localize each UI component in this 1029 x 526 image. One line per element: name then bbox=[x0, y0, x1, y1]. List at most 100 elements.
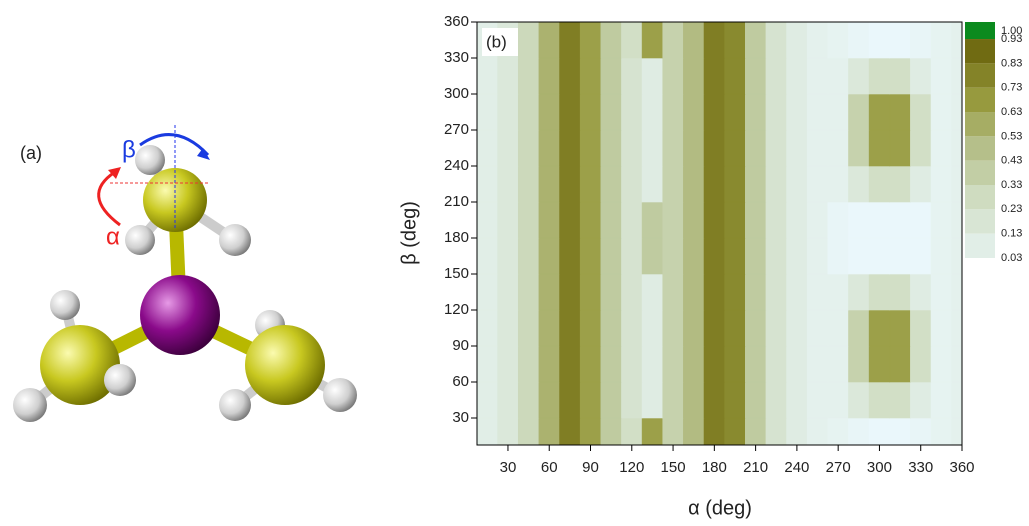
contour-cell bbox=[663, 382, 684, 418]
contour-cell bbox=[766, 310, 787, 346]
contour-cell bbox=[642, 94, 663, 130]
contour-cell bbox=[683, 274, 704, 310]
contour-cell bbox=[601, 94, 622, 130]
colorbar-label: 0.73 bbox=[1001, 82, 1022, 94]
contour-cell bbox=[869, 238, 890, 274]
contour-cell bbox=[931, 58, 952, 94]
contour-cell bbox=[869, 382, 890, 418]
contour-cell bbox=[642, 274, 663, 310]
y-tick-label: 180 bbox=[444, 229, 469, 246]
contour-cell bbox=[560, 274, 581, 310]
contour-cell bbox=[498, 274, 519, 310]
contour-cell bbox=[683, 202, 704, 238]
contour-cell bbox=[787, 346, 808, 382]
contour-cell bbox=[477, 238, 498, 274]
contour-cell bbox=[663, 274, 684, 310]
contour-cell bbox=[539, 58, 560, 94]
contour-cell bbox=[787, 310, 808, 346]
contour-cell bbox=[518, 382, 539, 418]
contour-cell bbox=[787, 22, 808, 58]
y-tick-label: 360 bbox=[444, 13, 469, 30]
contour-cell bbox=[931, 22, 952, 58]
contour-cell bbox=[766, 202, 787, 238]
contour-cell bbox=[931, 238, 952, 274]
colorbar-label: 0.33 bbox=[1001, 179, 1022, 191]
contour-cell bbox=[498, 310, 519, 346]
contour-cell bbox=[518, 58, 539, 94]
contour-cell bbox=[539, 274, 560, 310]
contour-cell bbox=[683, 346, 704, 382]
contour-cell bbox=[869, 94, 890, 130]
contour-cell bbox=[745, 202, 766, 238]
contour-cell bbox=[580, 310, 601, 346]
contour-cell bbox=[539, 346, 560, 382]
contour-cell bbox=[621, 166, 642, 202]
y-tick-label: 300 bbox=[444, 85, 469, 102]
contour-cell bbox=[539, 22, 560, 58]
contour-cell bbox=[745, 274, 766, 310]
contour-cell bbox=[848, 202, 869, 238]
contour-cell bbox=[807, 58, 828, 94]
contour-cell bbox=[869, 166, 890, 202]
contour-cell bbox=[601, 202, 622, 238]
contour-cell bbox=[725, 94, 746, 130]
contour-cell bbox=[787, 382, 808, 418]
contour-cell bbox=[621, 22, 642, 58]
contour-cell bbox=[601, 310, 622, 346]
contour-cell bbox=[725, 274, 746, 310]
contour-cell bbox=[766, 130, 787, 166]
contour-cell bbox=[642, 202, 663, 238]
contour-cell bbox=[498, 346, 519, 382]
contour-cell bbox=[477, 382, 498, 418]
contour-cell bbox=[539, 202, 560, 238]
contour-cell bbox=[869, 58, 890, 94]
contour-cell bbox=[601, 130, 622, 166]
y-tick-label: 270 bbox=[444, 121, 469, 138]
colorbar-segment bbox=[965, 161, 995, 185]
contour-cell bbox=[725, 58, 746, 94]
colorbar-segment bbox=[965, 209, 995, 233]
contour-cell bbox=[621, 58, 642, 94]
contour-cell bbox=[745, 22, 766, 58]
colorbar-segment bbox=[965, 63, 995, 87]
colorbar-label: 0.13 bbox=[1001, 228, 1022, 240]
contour-cell bbox=[663, 310, 684, 346]
contour-cell bbox=[807, 310, 828, 346]
contour-cell bbox=[498, 94, 519, 130]
contour-cell bbox=[642, 22, 663, 58]
colorbar-label: 0.43 bbox=[1001, 155, 1022, 167]
contour-cell bbox=[931, 94, 952, 130]
contour-cell bbox=[704, 310, 725, 346]
contour-cell bbox=[642, 238, 663, 274]
figure: (a) β α (b) α (deg) β (deg) 306090120150… bbox=[0, 0, 1029, 521]
contour-cell bbox=[477, 202, 498, 238]
contour-cell bbox=[539, 382, 560, 418]
x-tick-label: 180 bbox=[702, 459, 727, 476]
molecule bbox=[13, 125, 357, 422]
contour-cell bbox=[621, 238, 642, 274]
contour-cell bbox=[683, 22, 704, 58]
contour-cell bbox=[560, 22, 581, 58]
x-axis-title: α (deg) bbox=[688, 497, 752, 519]
contour-cell bbox=[910, 166, 931, 202]
contour-cell bbox=[745, 94, 766, 130]
contour-cell bbox=[704, 22, 725, 58]
contour-cell bbox=[910, 22, 931, 58]
contour-cell bbox=[498, 130, 519, 166]
contour-cell bbox=[787, 274, 808, 310]
contour-cell bbox=[807, 238, 828, 274]
contour-cell bbox=[683, 130, 704, 166]
contour-cell bbox=[663, 166, 684, 202]
contour-cell bbox=[642, 310, 663, 346]
contour-cell bbox=[828, 382, 849, 418]
contour-cell bbox=[560, 418, 581, 454]
contour-cell bbox=[828, 166, 849, 202]
contour-cell bbox=[560, 310, 581, 346]
x-tick-label: 30 bbox=[500, 459, 517, 476]
contour-cell bbox=[931, 274, 952, 310]
contour-cell bbox=[704, 382, 725, 418]
contour-cell bbox=[828, 310, 849, 346]
contour-cell bbox=[910, 58, 931, 94]
contour-cell bbox=[910, 274, 931, 310]
contour-cell bbox=[498, 166, 519, 202]
